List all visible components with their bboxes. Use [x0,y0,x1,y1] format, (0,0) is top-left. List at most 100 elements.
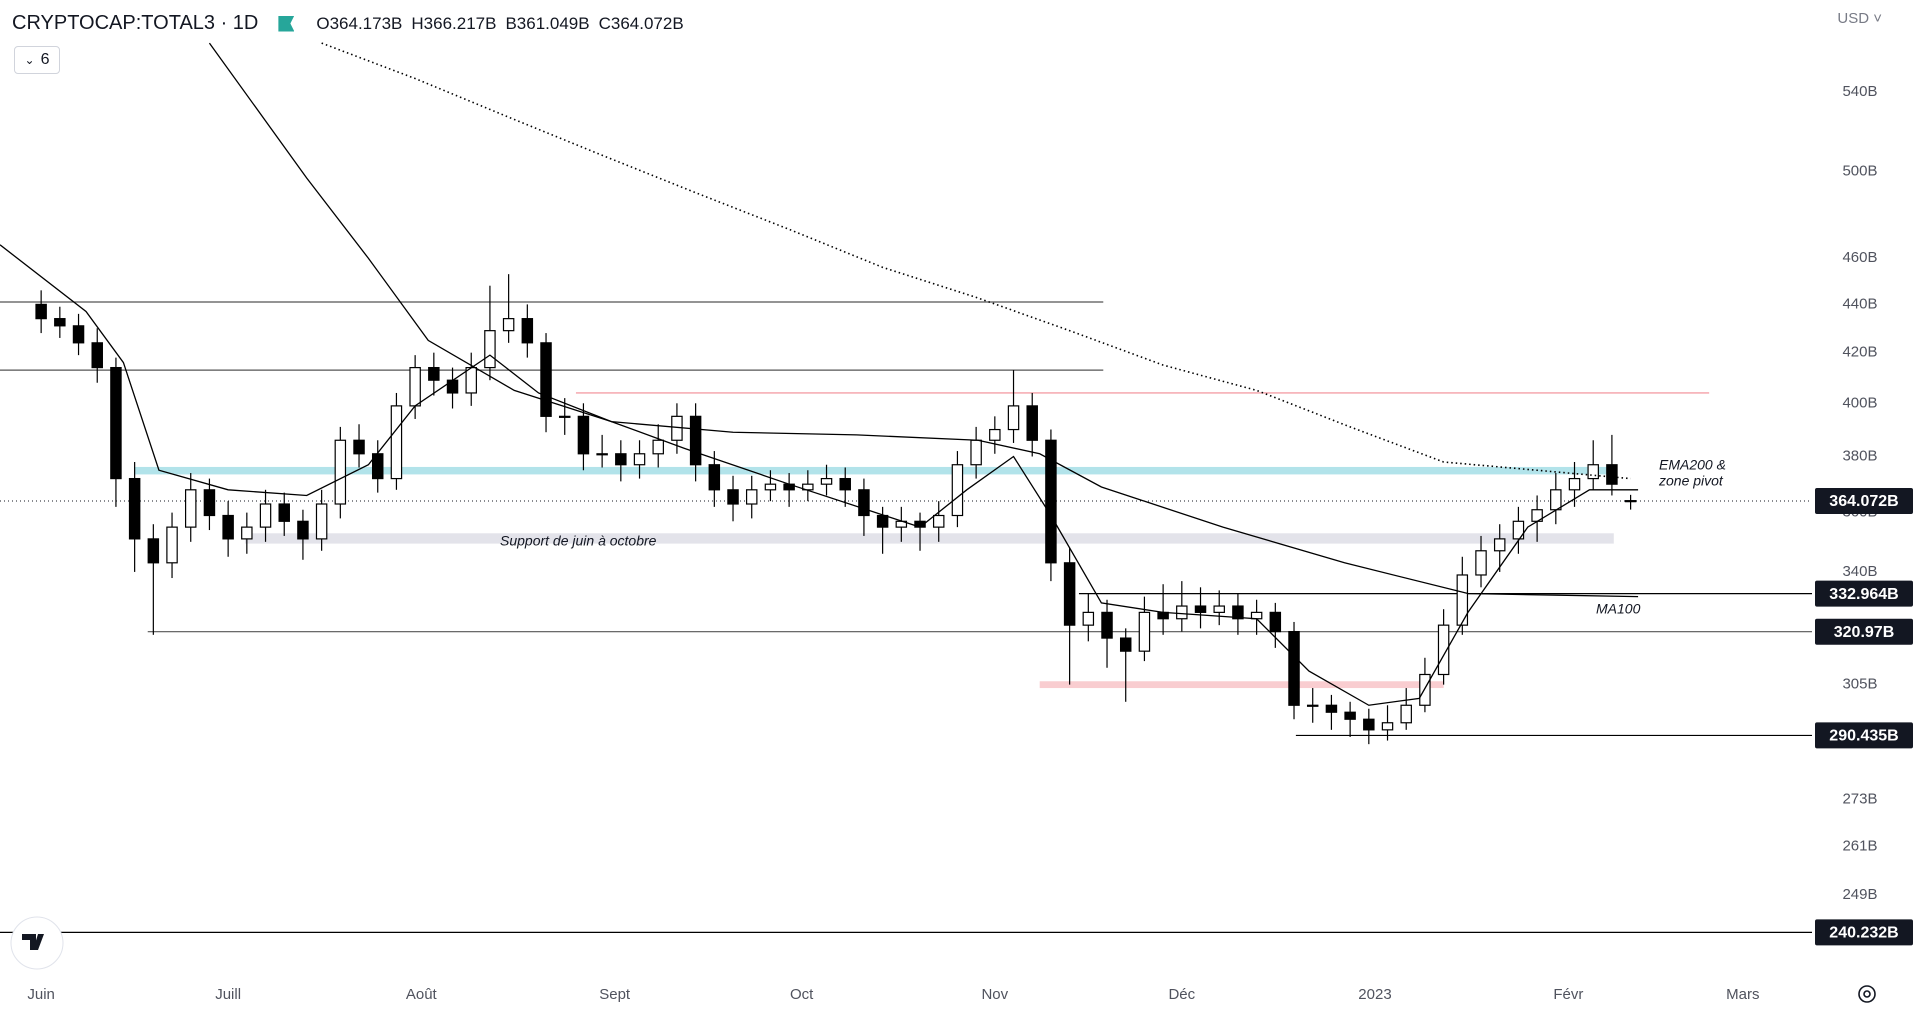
candle-body [1232,605,1244,620]
candle-body [671,415,683,441]
candle-body [241,526,253,540]
y-tick-label: 305B [1842,676,1877,693]
candle-body [128,477,141,540]
candle-body [989,428,1001,441]
candle-body [1269,611,1282,633]
candle-body [1475,550,1487,576]
candle-body [334,439,347,505]
candle-body [502,318,515,332]
symbol-title[interactable]: CRYPTOCAP:TOTAL3 · 1D [12,12,259,34]
candle-body [484,330,496,369]
candle-body [72,325,85,344]
candle-body [184,489,197,528]
candle-body [1344,711,1356,720]
candle-body [1250,611,1263,620]
candle-body [839,477,851,491]
candle-body [820,477,833,485]
zone [1039,681,1444,689]
price-label: 364.072B [1829,493,1898,510]
indicator-count: 6 [40,51,50,68]
x-tick-label: Déc [1168,986,1195,1003]
candle-body [1606,464,1618,485]
zone [134,466,1614,475]
candle-body [1363,718,1375,731]
y-tick-label: 249B [1842,886,1877,903]
candle-body [1550,489,1562,511]
y-tick-label: 400B [1842,394,1877,411]
candle-body [1063,562,1076,626]
price-label: 290.435B [1829,728,1898,745]
candle-body [203,489,216,517]
ohlc-value: H366.217B [411,13,497,33]
flag-icon[interactable] [278,15,295,32]
candle-body [708,464,721,491]
price-label-box [1815,487,1913,514]
candle-body [54,318,66,327]
candle-body [465,366,477,394]
candle-body [147,538,160,564]
candle-body [1194,605,1207,613]
annotation: zone pivot [1658,473,1724,489]
candle-body [1157,611,1169,620]
candle-body [615,453,627,466]
candle-body [1400,704,1412,724]
candle-body [1437,624,1450,676]
y-tick-label: 540B [1842,83,1877,100]
candle-body [1026,405,1038,441]
currency: USD [1837,10,1870,27]
candle-body [932,514,945,528]
ohlc-value: B361.049B [505,13,590,33]
zone [244,533,1614,544]
y-tick-label: 261B [1842,837,1877,854]
candle-body [315,503,328,540]
candle-body [1138,611,1151,652]
x-tick-label: 2023 [1358,986,1391,1003]
candle-body [297,520,309,540]
x-tick-label: Sept [599,986,631,1003]
y-tick-label: 380B [1842,447,1877,464]
moving-average [208,42,1639,598]
candle-body [428,366,440,381]
settings-icon[interactable] [1858,985,1876,1003]
annotation: MA100 [1596,601,1641,617]
ohlc-value: C364.072B [598,13,684,33]
candle-body [1381,722,1394,731]
candle-body [1419,673,1431,706]
y-tick-label: 273B [1842,791,1877,808]
candle-body [858,489,870,517]
candle-body [91,342,103,369]
candle-body [689,415,702,466]
x-tick-label: Nov [981,986,1008,1003]
x-tick-label: Oct [790,986,814,1003]
candle-body [764,483,777,491]
candle-body [353,439,365,455]
candle-body [259,503,272,528]
candle-body [951,464,964,517]
price-label: 332.964B [1829,586,1898,603]
candle-body [35,303,47,320]
candle-body [1493,538,1506,552]
candle-body [110,366,122,480]
currency-selector[interactable]: USD ˅ [1837,10,1882,27]
candle-body [1007,405,1020,431]
price-label-box [1815,618,1913,645]
candle-body [1587,464,1599,480]
y-tick-label: 500B [1842,163,1877,180]
x-tick-label: Août [406,986,438,1003]
candle-body [521,318,534,344]
tv-logo[interactable] [10,916,64,970]
price-label: 240.232B [1829,925,1898,942]
price-label: 320.97B [1834,624,1895,641]
candle-body [166,526,178,564]
candle-body [222,514,234,540]
candle-body [558,415,571,418]
indicators-toggle[interactable]: ⌄ 6 [14,46,60,74]
candle-body [1101,611,1113,639]
price-label-box [1815,919,1913,946]
x-tick-label: Juill [215,986,241,1003]
candle-body [1119,637,1132,652]
candle-body [1568,477,1581,491]
candle-body [540,342,552,417]
